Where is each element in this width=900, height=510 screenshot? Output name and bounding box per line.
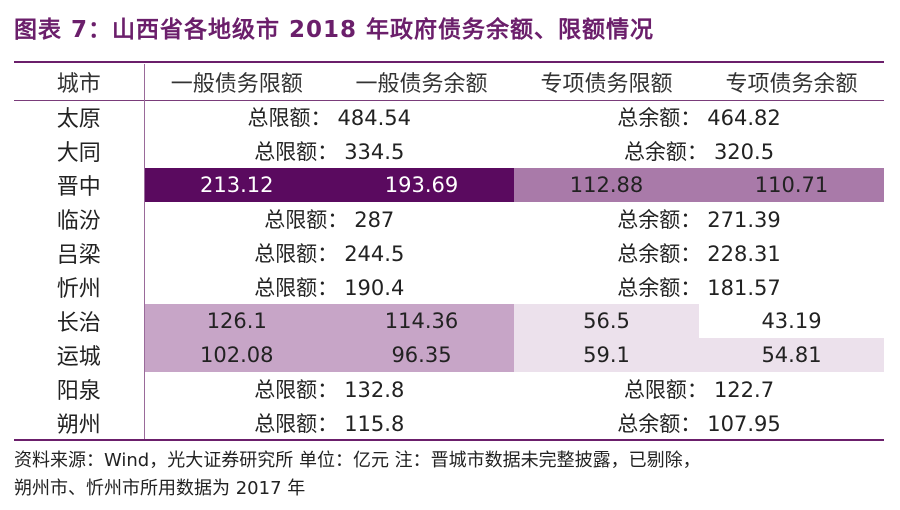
total-value: 484.54 (337, 106, 411, 130)
total-value: 287 (354, 208, 395, 232)
total-label: 总限额： (254, 276, 339, 300)
city-cell: 大同 (56, 141, 101, 166)
special-total-cell: 总余额： 271.39 (514, 202, 884, 236)
general-limit-cell: 126.1 (143, 304, 329, 338)
city-cell: 太原 (56, 107, 101, 132)
total-label: 总限额： (264, 208, 349, 232)
total-value: 464.82 (707, 106, 781, 130)
special-total-cell: 总余额： 181.57 (514, 270, 884, 304)
general-total-cell: 总限额： 115.8 (143, 406, 514, 440)
table-row: 运城 102.08 96.35 59.1 54.81 (14, 338, 884, 372)
general-total-cell: 总限额： 190.4 (143, 270, 514, 304)
total-value: 334.5 (344, 140, 405, 164)
footnote: 资料来源：Wind，光大证券研究所 单位：亿元 注：晋城市数据未完整披露，已剔除… (14, 447, 701, 503)
total-value: 132.8 (344, 378, 405, 402)
total-value: 190.4 (344, 276, 405, 300)
header-special-limit: 专项债务限额 (540, 72, 673, 97)
general-balance-cell: 193.69 (329, 168, 514, 202)
special-total-cell: 总余额： 320.5 (514, 134, 884, 168)
total-value: 181.57 (707, 276, 781, 300)
header-general-limit: 一般债务限额 (143, 64, 329, 100)
general-limit-cell: 102.08 (143, 338, 329, 372)
total-label: 总余额： (617, 242, 702, 266)
special-limit-cell: 56.5 (514, 304, 699, 338)
general-total-cell: 总限额： 132.8 (143, 372, 514, 406)
city-cell: 运城 (56, 345, 101, 370)
table-row: 临汾 总限额： 287 总余额： 271.39 (14, 202, 884, 236)
total-value: 228.31 (707, 242, 781, 266)
header-city: 城市 (56, 72, 101, 97)
total-label: 总限额： (254, 242, 339, 266)
general-total-cell: 总限额： 484.54 (143, 100, 514, 134)
special-total-cell: 总限额： 122.7 (514, 372, 884, 406)
total-label: 总限额： (254, 140, 339, 164)
total-label: 总余额： (617, 208, 702, 232)
total-value: 115.8 (344, 412, 405, 436)
city-cell: 忻州 (56, 277, 101, 302)
special-limit-cell: 112.88 (514, 168, 699, 202)
page-title: 图表 7：山西省各地级市 2018 年政府债务余额、限额情况 (14, 17, 655, 43)
general-balance-cell: 96.35 (329, 338, 514, 372)
header-general-balance: 一般债务余额 (355, 72, 488, 97)
total-label: 总限额： (623, 378, 708, 402)
header-row: 城市 一般债务限额 一般债务余额 专项债务限额 专项债务余额 (14, 64, 884, 100)
footnote-line-2: 朔州市、忻州市所用数据为 2017 年 (14, 478, 306, 499)
total-value: 320.5 (713, 140, 775, 164)
debt-table: 城市 一般债务限额 一般债务余额 专项债务限额 专项债务余额 太原 总限额： 48… (14, 64, 884, 440)
table-row: 忻州 总限额： 190.4 总余额： 181.57 (14, 270, 884, 304)
table-row: 朔州 总限额： 115.8 总余额： 107.95 (14, 406, 884, 440)
special-limit-cell: 59.1 (514, 338, 699, 372)
general-limit-cell: 213.12 (143, 168, 329, 202)
total-value: 107.95 (707, 412, 781, 436)
total-label: 总限额： (247, 106, 332, 130)
special-balance-cell: 54.81 (699, 338, 884, 372)
table-row: 大同 总限额： 334.5 总余额： 320.5 (14, 134, 884, 168)
table-bottom-rule (14, 439, 884, 441)
total-value: 122.7 (713, 378, 775, 402)
table-top-rule (14, 61, 884, 63)
table-row: 阳泉 总限额： 132.8 总限额： 122.7 (14, 372, 884, 406)
header-special-balance: 专项债务余额 (725, 72, 858, 97)
general-total-cell: 总限额： 244.5 (143, 236, 514, 270)
city-cell: 阳泉 (56, 379, 101, 404)
table-row: 长治 126.1 114.36 56.5 43.19 (14, 304, 884, 338)
special-balance-cell: 43.19 (699, 304, 884, 338)
total-label: 总限额： (254, 378, 339, 402)
city-cell: 晋中 (56, 175, 101, 200)
table-row: 太原 总限额： 484.54 总余额： 464.82 (14, 100, 884, 134)
city-cell: 临汾 (56, 209, 101, 234)
total-label: 总余额： (617, 276, 702, 300)
general-total-cell: 总限额： 334.5 (143, 134, 514, 168)
table-row: 吕梁 总限额： 244.5 总余额： 228.31 (14, 236, 884, 270)
table-row: 晋中 213.12 193.69 112.88 110.71 (14, 168, 884, 202)
city-cell: 朔州 (56, 413, 101, 438)
general-total-cell: 总限额： 287 (143, 202, 514, 236)
total-value: 244.5 (344, 242, 405, 266)
total-label: 总限额： (254, 412, 339, 436)
special-total-cell: 总余额： 107.95 (514, 406, 884, 440)
total-label: 总余额： (623, 140, 708, 164)
city-cell: 吕梁 (56, 243, 101, 268)
city-cell: 长治 (56, 311, 101, 336)
total-label: 总余额： (617, 106, 702, 130)
special-total-cell: 总余额： 464.82 (514, 100, 884, 134)
special-balance-cell: 110.71 (699, 168, 884, 202)
general-balance-cell: 114.36 (329, 304, 514, 338)
special-total-cell: 总余额： 228.31 (514, 236, 884, 270)
total-value: 271.39 (707, 208, 781, 232)
total-label: 总余额： (617, 412, 702, 436)
footnote-line-1: 资料来源：Wind，光大证券研究所 单位：亿元 注：晋城市数据未完整披露，已剔除… (14, 450, 701, 471)
